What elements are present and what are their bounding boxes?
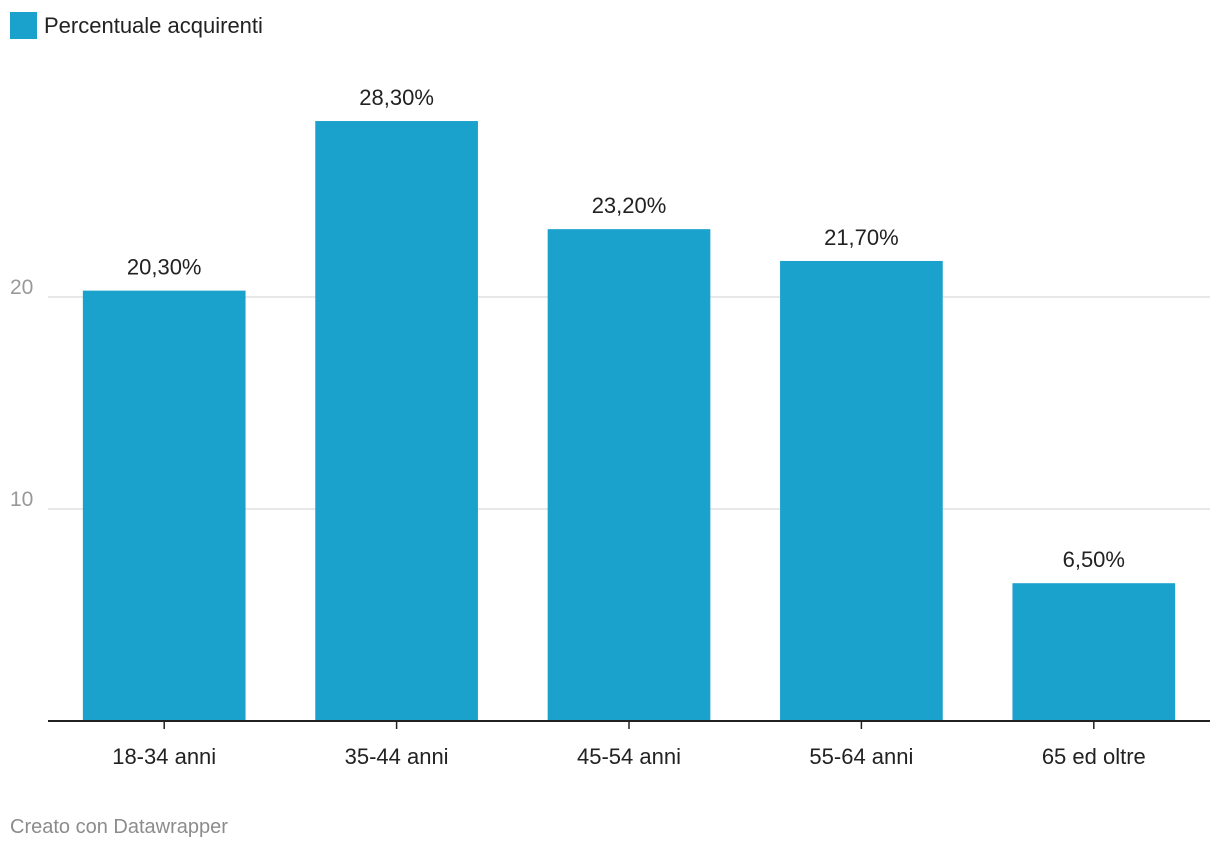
credit-text: Creato con Datawrapper — [10, 816, 228, 838]
bar — [547, 229, 711, 721]
bar — [82, 290, 246, 721]
legend-label: Percentuale acquirenti — [44, 12, 263, 38]
data-label: 20,30% — [127, 255, 202, 280]
bar — [315, 121, 478, 722]
data-label: 23,20% — [592, 193, 667, 218]
legend: Percentuale acquirenti — [10, 12, 263, 39]
data-label: 21,70% — [824, 225, 899, 250]
x-tick-label: 35-44 anni — [345, 744, 449, 769]
x-tick-label: 55-64 anni — [809, 744, 913, 769]
bar — [780, 260, 943, 721]
x-tick-label: 65 ed oltre — [1042, 744, 1146, 769]
data-label: 28,30% — [359, 85, 434, 110]
x-tick-label: 18-34 anni — [112, 744, 216, 769]
y-tick-label: 10 — [10, 488, 33, 511]
x-tick-label: 45-54 anni — [577, 744, 681, 769]
bar — [1012, 583, 1176, 721]
legend-swatch — [10, 12, 37, 39]
data-label: 6,50% — [1063, 547, 1125, 572]
y-tick-label: 20 — [10, 276, 33, 299]
